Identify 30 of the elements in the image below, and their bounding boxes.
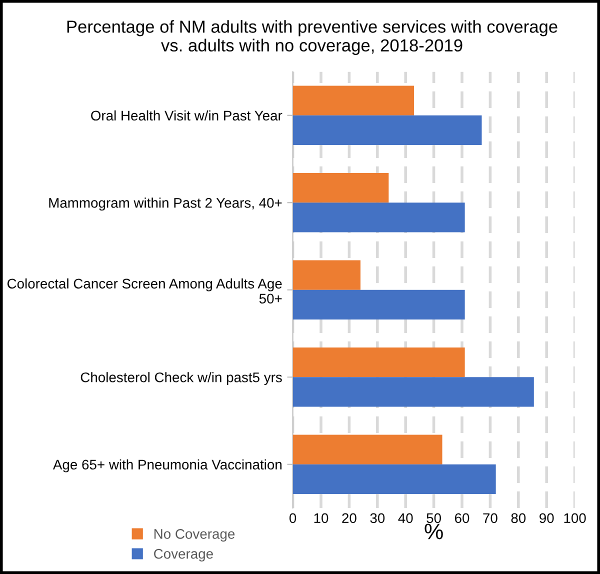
x-tick-label: 30	[370, 513, 385, 524]
x-tick-label: 100	[564, 513, 586, 524]
legend-label: No Coverage	[154, 529, 235, 542]
bar	[292, 290, 465, 320]
bar	[292, 347, 465, 378]
y-tick-label: Colorectal Cancer Screen Among Adults Age 50+	[7, 278, 282, 304]
bar	[292, 202, 465, 232]
bar	[292, 377, 534, 407]
x-tick-label: 90	[540, 513, 554, 524]
x-tick-label: 20	[342, 513, 356, 524]
bar	[292, 172, 389, 203]
bar	[292, 464, 496, 494]
x-axis-title: %	[424, 524, 443, 540]
bar	[292, 434, 442, 464]
y-tick-label: Oral Health Visit w/in Past Year	[91, 110, 282, 121]
x-tick-label: 10	[314, 513, 328, 524]
x-tick-label: 40	[398, 513, 413, 524]
x-tick-label: 0	[289, 513, 296, 524]
x-tick-label: 70	[483, 513, 498, 524]
y-tick-label: Mammogram within Past 2 Years, 40+	[49, 198, 282, 211]
bar	[292, 115, 482, 146]
x-tick-label: 80	[511, 513, 526, 524]
bar	[292, 86, 414, 116]
x-tick-label: 60	[454, 513, 470, 524]
x-tick-label: 50	[426, 513, 441, 524]
y-tick-label: Age 65+ with Pneumonia Vaccination	[52, 459, 282, 472]
bar	[292, 260, 360, 290]
y-tick-label: Cholesterol Check w/in past5 yrs	[80, 372, 282, 386]
chart-title: Percentage of NM adults with preventive services with coverage vs. adults with no coverage, 2018-2019	[67, 20, 558, 55]
legend-label: Coverage	[154, 548, 213, 562]
